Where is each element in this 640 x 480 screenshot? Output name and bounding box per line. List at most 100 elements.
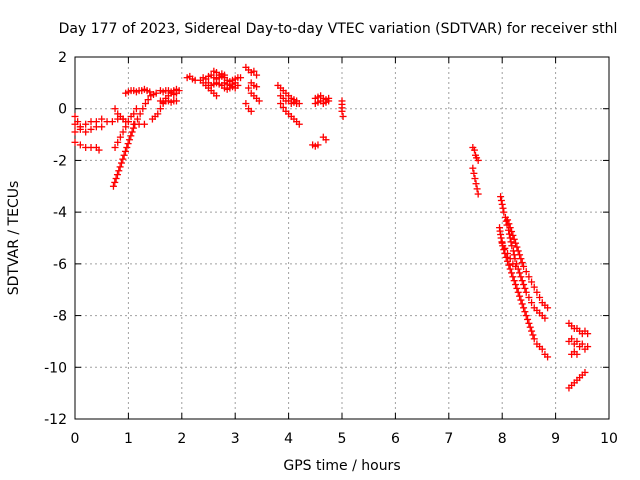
x-tick-label: 4 [284,431,293,447]
data-point [111,144,119,151]
data-point [154,110,162,118]
data-point [87,125,95,133]
data-point [544,304,552,312]
data-point [172,97,180,105]
data-point [510,235,518,243]
data-point [518,277,526,285]
data-point [277,100,285,108]
data-point [172,85,180,93]
data-point [522,268,530,276]
data-point [528,327,536,335]
y-axis-title: SDTVAR / TECUs [6,181,22,296]
data-point [237,74,245,82]
data-point [528,299,536,307]
data-point [529,331,537,339]
data-point [517,273,525,281]
data-point [474,156,482,164]
data-point [74,118,82,126]
data-point [528,278,536,286]
data-point [541,314,549,322]
y-tick-labels: 2 0 -2 -4 -6 -8 -10 -12 [44,50,67,428]
data-point [255,97,263,105]
x-tick-label: 5 [338,431,347,447]
data-point [231,84,239,92]
x-tick-label: 1 [124,431,133,447]
data-point [508,228,516,236]
data-point [245,84,253,92]
data-point [474,190,482,198]
data-point [506,265,514,273]
data-point [111,178,119,186]
data-point [121,147,129,155]
data-point [578,340,586,348]
data-point [520,281,528,289]
data-point [141,100,149,108]
data-point [120,151,128,159]
data-point [522,288,530,296]
data-point [505,261,513,269]
y-tick-label: -12 [44,412,67,428]
data-point [517,296,525,304]
data-point [584,330,592,338]
data-point [472,180,480,188]
y-tick-label: -8 [53,309,67,325]
data-point [242,100,250,108]
data-point [506,255,514,263]
data-point [295,120,303,128]
data-point [98,115,106,123]
data-point [514,247,522,255]
x-axis-title: GPS time / hours [283,458,400,474]
data-point [128,128,136,136]
data-point [513,284,521,292]
data-point [71,112,79,120]
data-point [71,138,79,146]
x-tick-label: 9 [551,431,560,447]
x-tick-label: 7 [444,431,453,447]
data-point [469,164,477,172]
data-point [108,118,116,126]
data-point [133,115,141,123]
data-point [112,175,120,183]
data-point [116,163,124,171]
data-point [512,239,520,247]
data-point [144,96,152,104]
data-point [521,284,529,292]
data-point [119,155,127,163]
data-point [518,300,526,308]
data-point [250,67,258,75]
data-point [98,123,106,131]
chart-title: Day 177 of 2023, Sidereal Day-to-day VTE… [59,21,618,37]
data-point [530,283,538,291]
data-point [109,182,117,190]
x-tick-label: 0 [71,431,80,447]
data-point [584,343,592,351]
data-point [508,242,516,250]
data-point [505,220,513,228]
data-point [499,204,507,212]
plot-frame [74,56,610,420]
data-point [247,107,255,115]
data-point [124,140,132,148]
data-point [115,167,123,175]
data-point [325,97,333,105]
data-point [132,105,140,113]
data-point [221,71,229,79]
data-point [516,292,524,300]
data-point [513,243,521,251]
x-tick-label: 2 [177,431,186,447]
data-point [508,269,516,277]
data-point [253,71,261,79]
data-point [76,123,84,131]
data-point [514,288,522,296]
data-point [152,89,160,97]
data-point [314,141,322,149]
data-point [506,224,514,232]
y-tick-label: 0 [58,102,67,118]
data-point [136,110,144,118]
data-point [338,107,346,115]
data-point [116,133,124,141]
data-point [76,141,84,149]
y-tick-label: -6 [53,257,67,273]
data-point [129,124,137,132]
